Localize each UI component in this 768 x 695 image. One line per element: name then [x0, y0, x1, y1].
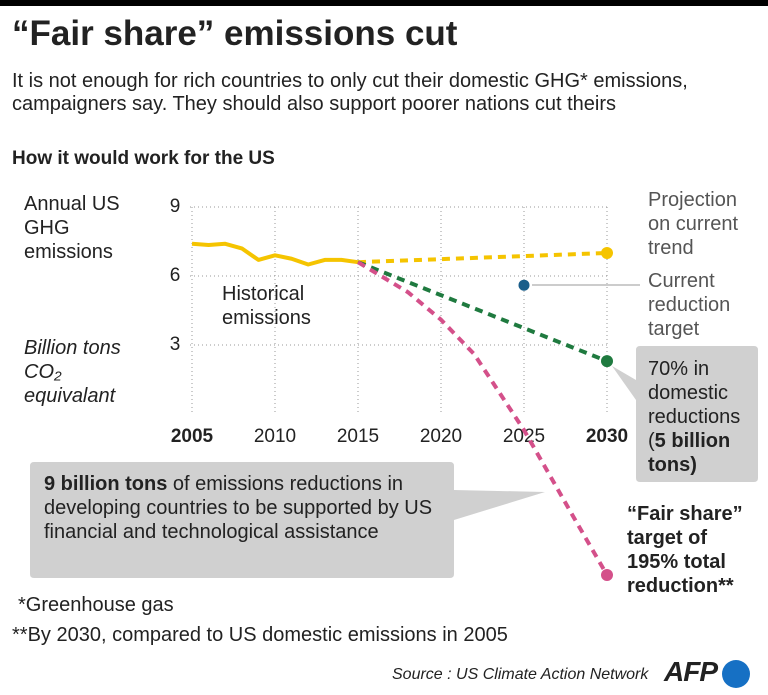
subtitle: It is not enough for rich countries to o…	[12, 70, 688, 115]
series-line	[357, 251, 608, 265]
annotation: “Fair share” target of 195% total reduct…	[627, 503, 743, 597]
logo-circle	[722, 660, 750, 688]
series-line	[357, 260, 608, 363]
annotation: 70% in domestic reductions (5 billion to…	[648, 357, 758, 477]
end-marker	[601, 355, 613, 368]
x-tick-label: 2020	[420, 426, 462, 447]
series-line	[356, 260, 609, 577]
source: Source : US Climate Action Network	[392, 666, 649, 683]
annotation: Current reduction target	[648, 270, 731, 340]
top-bar	[0, 0, 768, 6]
x-tick-label: 2010	[254, 426, 296, 447]
annotation-bold: 5 billion tons)	[648, 430, 731, 476]
annotation-bold: 9 billion tons	[44, 473, 168, 495]
x-tick-label: 2025	[503, 426, 545, 447]
footnote: *Greenhouse gas	[18, 594, 174, 616]
footnote: **By 2030, compared to US domestic emiss…	[12, 624, 508, 646]
annotation: Projection on current trend	[648, 189, 739, 259]
end-marker	[601, 569, 613, 581]
y-tick-label: 6	[170, 265, 181, 286]
x-tick-label: 2015	[337, 426, 379, 447]
y-tick-label: 9	[170, 196, 181, 217]
annotation: Historical emissions	[222, 283, 311, 329]
annotation-text: 70% in domestic reductions (	[648, 358, 741, 452]
annotation-text: of emissions reductions in developing co…	[44, 473, 433, 543]
logo: AFP	[664, 656, 718, 687]
x-tick-label: 2030	[586, 426, 628, 447]
target-marker	[518, 279, 530, 291]
callout-box	[30, 462, 545, 578]
annotation: 9 billion tons of emissions reductions i…	[44, 472, 449, 544]
heading: How it would work for the US	[12, 148, 275, 169]
end-marker	[601, 247, 613, 259]
x-tick-label: 2005	[171, 426, 214, 447]
title: “Fair share” emissions cut	[12, 14, 458, 53]
y-tick-label: 3	[170, 334, 181, 355]
callout-box	[612, 346, 758, 482]
y-label: Annual US GHG emissions	[24, 193, 120, 263]
y-unit: Billion tons CO₂ equivalant	[24, 337, 121, 407]
series-line	[191, 241, 359, 267]
